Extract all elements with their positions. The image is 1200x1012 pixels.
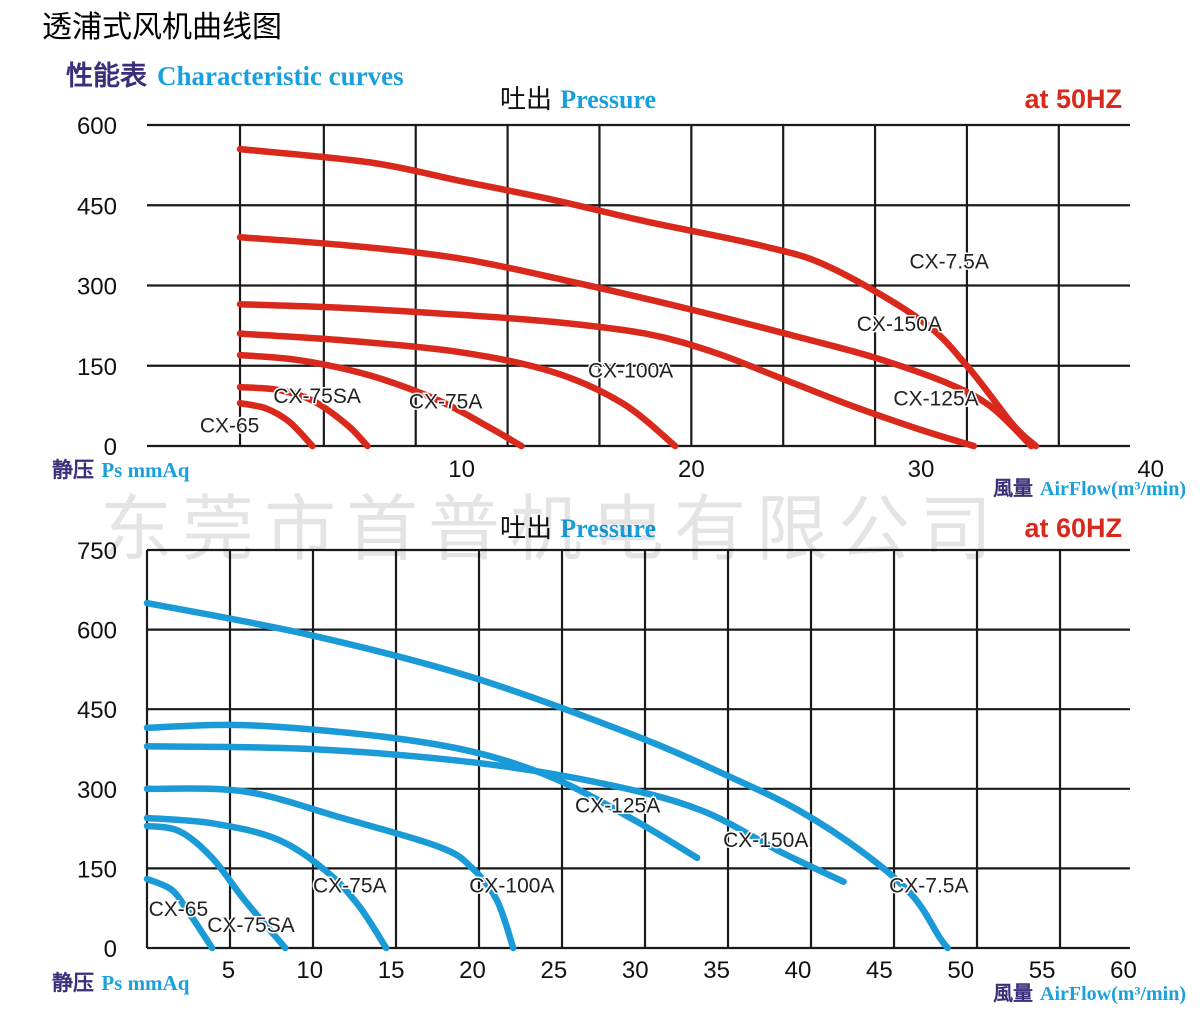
top-x-tick-label-30: 30: [908, 456, 935, 483]
bottom-curve-label-cx-65: CX-65: [149, 898, 209, 921]
top-x-axis-label: 風量 AirFlow(m³/min): [993, 476, 1186, 500]
bottom-chart-60hz: 0 150 300 450 600 750 5 10 15 20 25 30 35 40 45 50 55 60 吐…: [52, 513, 1186, 1005]
top-curve-cx-150a: [236, 234, 1035, 450]
bottom-x-tick-label-5: 5: [222, 957, 235, 984]
bottom-curve-cx-125a: [143, 721, 701, 862]
bottom-y-tick-label-300: 300: [77, 777, 117, 804]
bottom-curve-label-cx-7-5a: CX-7.5A: [889, 874, 968, 897]
bottom-curve-label-cx-75a: CX-75A: [313, 874, 387, 897]
top-x-tick-label-10: 10: [448, 456, 475, 483]
top-curve-cx-75a: [236, 351, 525, 450]
bottom-curve-cx-65: [143, 875, 216, 952]
top-curve-label-cx-7-5a: CX-7.5A: [910, 250, 989, 273]
bottom-x-tick-label-20: 20: [459, 957, 486, 984]
characteristic-curves-heading: 性能表 Characteristic curves: [66, 54, 404, 93]
bottom-y-tick-label-0: 0: [104, 936, 117, 963]
bottom-curve-cx-150a: [143, 743, 847, 885]
bottom-curve-cx-100a: [143, 785, 517, 952]
bottom-x-tick-label-10: 10: [296, 957, 323, 984]
bottom-curve-label-cx-150a: CX-150A: [723, 829, 808, 852]
subtitle-en: Characteristic curves: [157, 61, 404, 91]
bottom-x-tick-label-35: 35: [703, 957, 730, 984]
top-y-tick-label-300: 300: [77, 274, 117, 301]
top-curve-cx-75sa: [236, 383, 371, 450]
bottom-curve-label-cx-125a: CX-125A: [575, 795, 660, 818]
bottom-y-tick-label-750: 750: [77, 538, 117, 565]
bottom-curve-cx-7-5a: [143, 599, 951, 952]
bottom-frequency-label: at 60HZ: [1024, 513, 1122, 543]
bottom-y-tick-label-150: 150: [77, 856, 117, 883]
subtitle-cn: 性能表: [66, 61, 147, 92]
bottom-y-tick-label-600: 600: [77, 618, 117, 645]
bottom-x-tick-label-45: 45: [866, 957, 893, 984]
bottom-x-tick-label-25: 25: [541, 957, 568, 984]
top-curve-cx-7-5a: [236, 145, 1040, 450]
top-curve-cx-100a: [236, 330, 679, 450]
bottom-x-tick-label-60: 60: [1110, 957, 1137, 984]
top-curve-label-cx-65: CX-65: [200, 415, 260, 438]
top-y-tick-label-600: 600: [77, 113, 117, 140]
top-chart-50hz: 0 150 300 450 600 10 20 30 40 吐出 Pressure at 50HZ 静…: [52, 84, 1186, 500]
bottom-curve-cx-75sa: [143, 822, 289, 952]
top-curve-label-cx-150a: CX-150A: [857, 313, 942, 336]
top-y-tick-label-150: 150: [77, 354, 117, 381]
top-curve-label-cx-75sa: CX-75SA: [273, 385, 361, 408]
bottom-curve-label-cx-75sa: CX-75SA: [207, 914, 295, 937]
bottom-x-tick-label-55: 55: [1029, 957, 1056, 984]
top-curve-label-cx-125a: CX-125A: [893, 387, 978, 410]
top-y-tick-label-0: 0: [104, 434, 117, 461]
bottom-x-tick-label-50: 50: [947, 957, 974, 984]
top-curve-label-cx-75a: CX-75A: [409, 391, 483, 414]
bottom-x-tick-label-40: 40: [785, 957, 812, 984]
page-title: 透浦式风机曲线图: [42, 10, 282, 45]
top-curve-cx-125a: [236, 300, 978, 450]
bottom-x-tick-label-15: 15: [378, 957, 405, 984]
bottom-y-tick-label-450: 450: [77, 697, 117, 724]
top-curve-label-cx-100a: CX-100A: [588, 360, 673, 383]
bottom-curve-label-cx-100a: CX-100A: [469, 874, 554, 897]
bottom-x-axis-label: 風量 AirFlow(m³/min): [993, 981, 1186, 1005]
top-y-tick-label-450: 450: [77, 193, 117, 220]
top-x-tick-label-40: 40: [1137, 456, 1164, 483]
bottom-curve-cx-75a: [143, 814, 390, 952]
top-curve-cx-65: [236, 399, 316, 450]
top-frequency-label: at 50HZ: [1024, 84, 1122, 114]
bottom-x-tick-label-30: 30: [622, 957, 649, 984]
top-y-axis-label: 静压 Ps mmAq: [52, 458, 190, 482]
top-x-tick-label-20: 20: [678, 456, 705, 483]
bottom-chart-title: 吐出 Pressure: [500, 514, 656, 544]
top-chart-title: 吐出 Pressure: [500, 85, 656, 115]
bottom-y-axis-label: 静压 Ps mmAq: [52, 971, 190, 995]
